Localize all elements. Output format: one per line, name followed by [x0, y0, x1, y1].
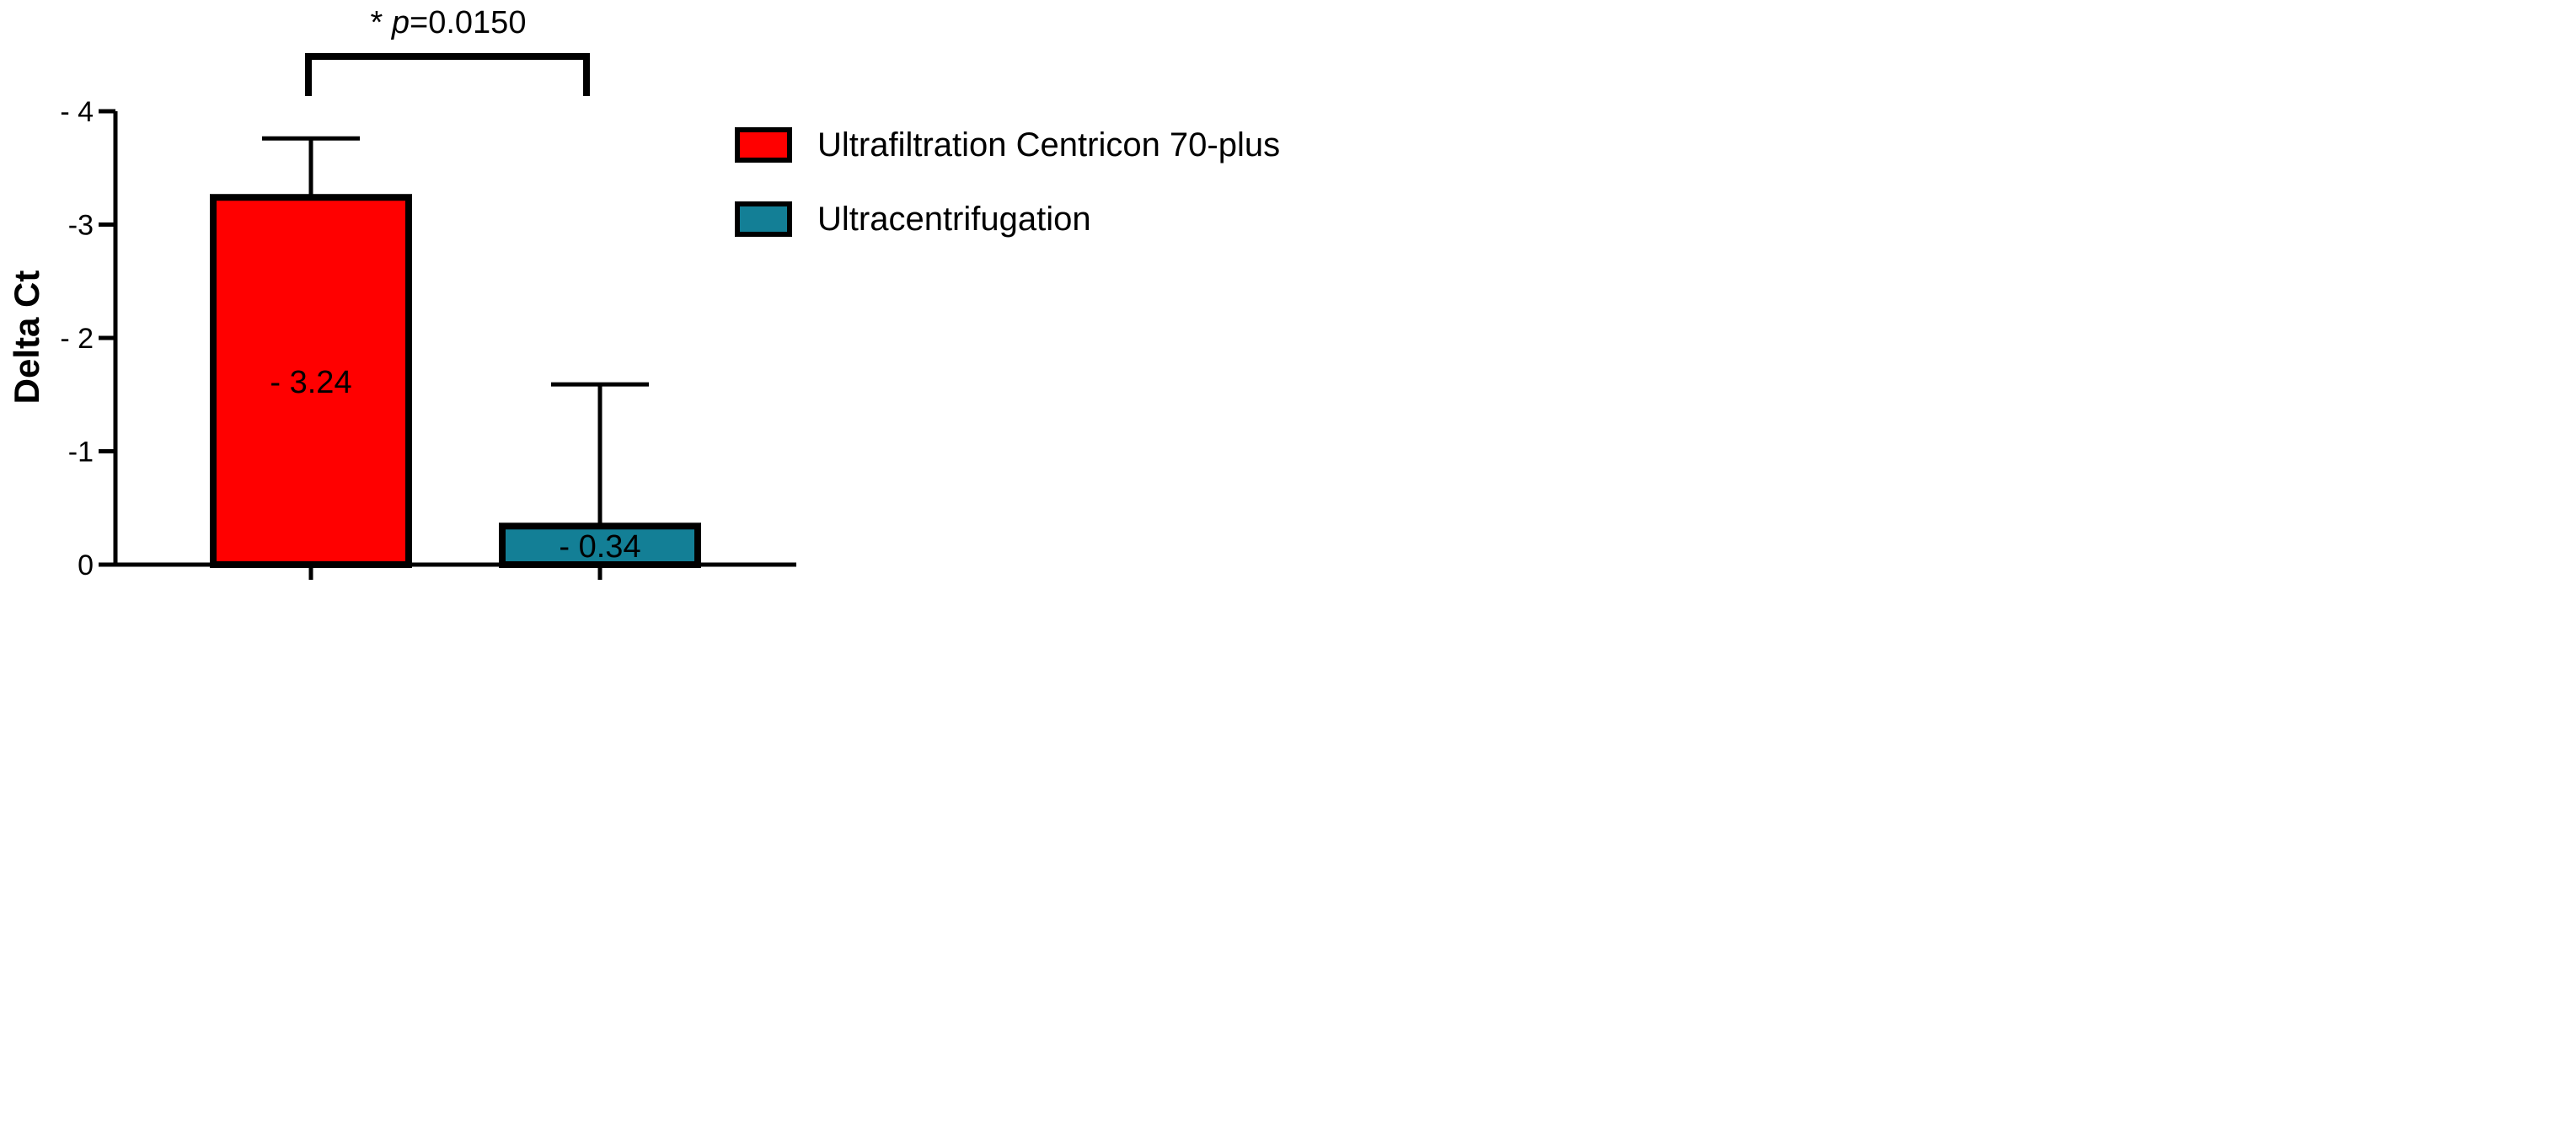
y-tick-label-4: - 4	[60, 96, 94, 128]
legend-label-ultracentrifugation: Ultracentrifugation	[817, 200, 1091, 238]
legend: Ultrafiltration Centricon 70-plus Ultrac…	[735, 126, 1280, 275]
y-tick-label-0: 0	[78, 549, 94, 581]
bar-value-label-0: - 3.24	[270, 365, 351, 400]
legend-swatch-ultrafiltration	[735, 127, 792, 163]
legend-item-ultracentrifugation: Ultracentrifugation	[735, 201, 1280, 238]
significance-label: * p=0.0150	[305, 5, 592, 41]
y-axis-label: Delta Ct	[7, 270, 46, 405]
legend-swatch-ultracentrifugation	[735, 201, 792, 237]
significance-star: *	[370, 5, 383, 40]
legend-item-ultrafiltration: Ultrafiltration Centricon 70-plus	[735, 126, 1280, 163]
p-value: =0.0150	[410, 5, 527, 40]
y-tick-label-3: -3	[68, 210, 94, 242]
bar-value-label-1: - 0.34	[559, 529, 640, 565]
significance-bracket	[305, 53, 590, 96]
bar-0	[210, 194, 412, 568]
p-symbol: p	[391, 5, 410, 40]
y-tick-label-2: - 2	[60, 323, 94, 355]
legend-label-ultrafiltration: Ultrafiltration Centricon 70-plus	[817, 126, 1281, 163]
bar-chart: 0 -1 - 2 -3 - 4 - 3.24 - 0.34	[60, 53, 796, 581]
y-tick-label-1: -1	[68, 437, 94, 469]
